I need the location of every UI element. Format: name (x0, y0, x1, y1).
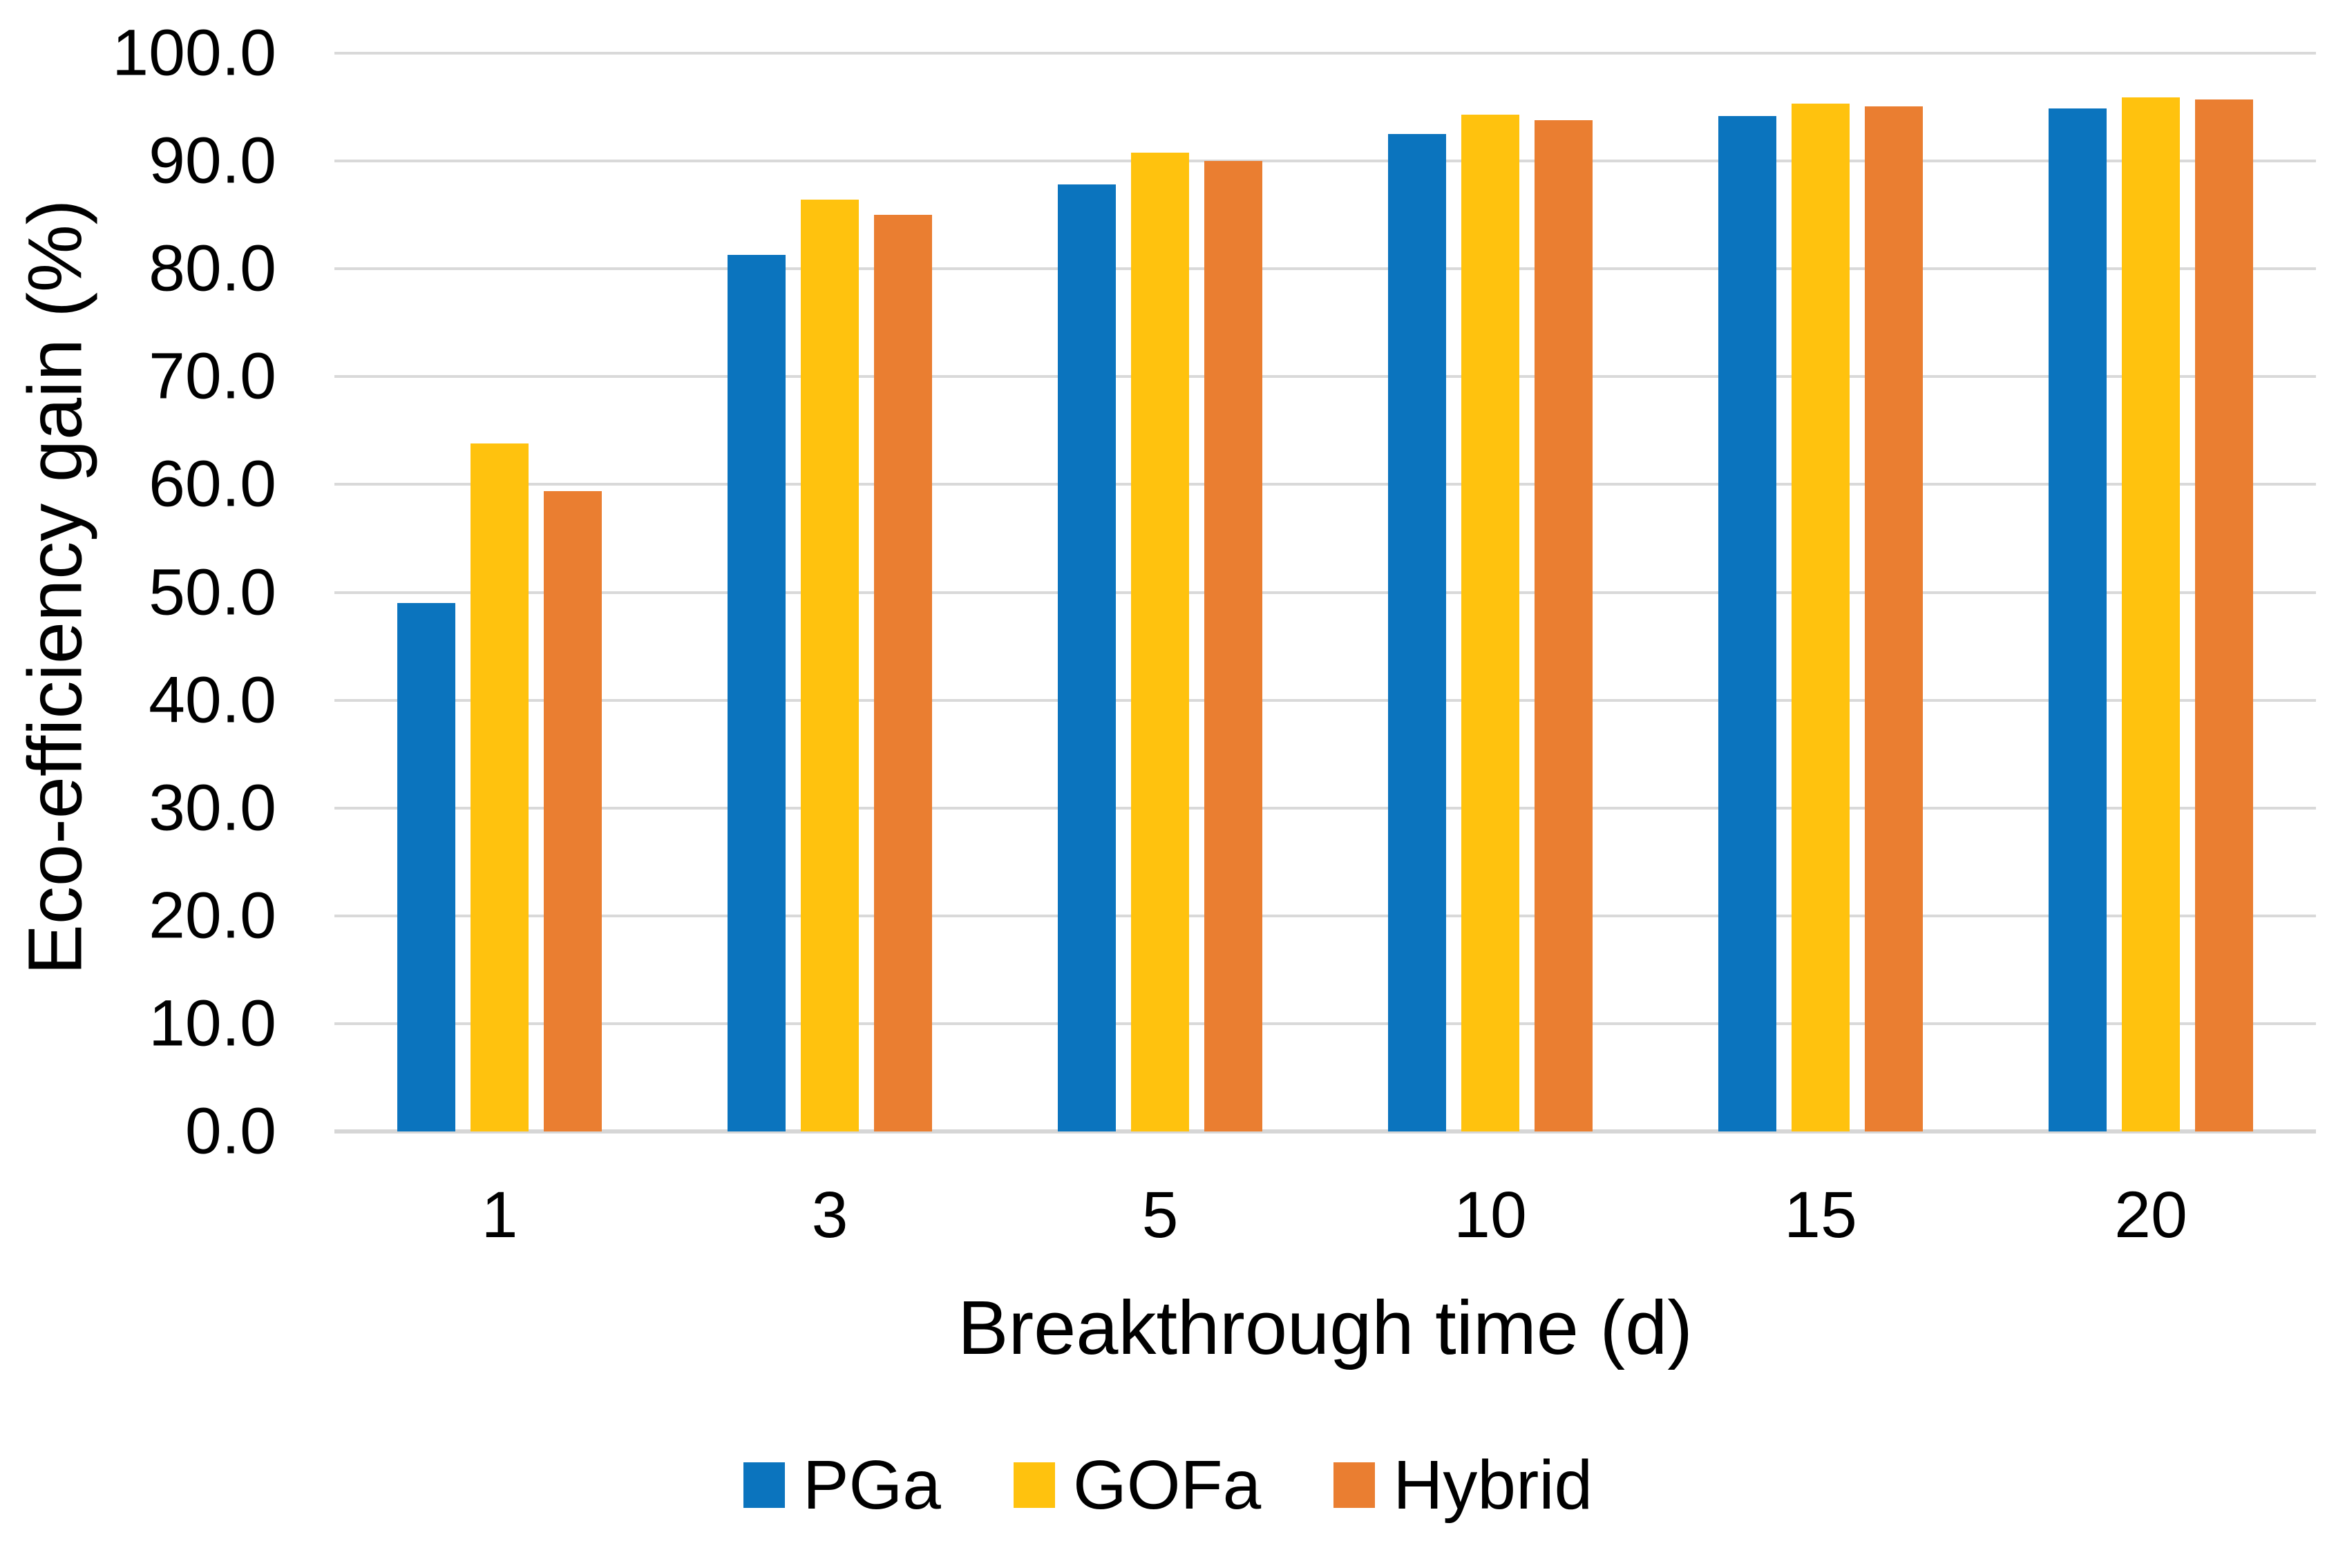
y-tick-label-20: 20.0 (149, 879, 276, 953)
bar-pga-x1 (397, 603, 455, 1131)
bars-layer (334, 53, 2316, 1131)
bar-group-5 (995, 53, 1325, 1131)
legend-item-pga: PGa (743, 1451, 941, 1520)
y-tick-label-70: 70.0 (149, 339, 276, 413)
legend-swatch-gofa (1013, 1462, 1055, 1508)
bar-hybrid-x15 (1865, 106, 1923, 1131)
y-tick-label-80: 80.0 (149, 231, 276, 305)
bar-group-3 (665, 53, 995, 1131)
bar-gofa-x1 (471, 443, 529, 1131)
x-tick-label-20: 20 (2114, 1178, 2187, 1252)
bar-hybrid-x5 (1204, 161, 1262, 1131)
bar-hybrid-x1 (544, 490, 602, 1131)
gridline-10 (334, 1022, 2316, 1025)
bar-pga-x15 (1718, 115, 1776, 1131)
y-axis-tick-labels: 0.0 10.0 20.0 30.0 40.0 50.0 60.0 70.0 80.0 90.0 1… (0, 20, 276, 1164)
x-tick-label-10: 10 (1454, 1178, 1527, 1252)
bar-gofa-x20 (2122, 97, 2180, 1131)
bar-gofa-x15 (1792, 104, 1850, 1131)
bar-gofa-x10 (1461, 114, 1519, 1131)
bar-hybrid-x3 (874, 215, 932, 1131)
x-tick-label-15: 15 (1784, 1178, 1857, 1252)
bar-hybrid-x20 (2195, 99, 2253, 1131)
bar-gofa-x5 (1131, 152, 1189, 1131)
legend-label-pga: PGa (802, 1446, 941, 1524)
bar-group-20 (1986, 53, 2316, 1131)
bar-pga-x20 (2049, 108, 2107, 1131)
gridline-90 (334, 160, 2316, 163)
y-tick-label-60: 60.0 (149, 447, 276, 521)
y-tick-label-40: 40.0 (149, 663, 276, 737)
bar-pga-x5 (1058, 184, 1116, 1131)
x-axis-baseline (334, 1129, 2316, 1134)
bar-group-10 (1325, 53, 1655, 1131)
gridline-60 (334, 483, 2316, 486)
gridline-40 (334, 698, 2316, 702)
legend-label-hybrid: Hybrid (1393, 1446, 1593, 1524)
gridline-100 (334, 52, 2316, 55)
plot-area (334, 52, 2316, 1134)
y-tick-label-10: 10.0 (149, 986, 276, 1060)
gridline-30 (334, 806, 2316, 810)
legend-item-hybrid: Hybrid (1333, 1451, 1593, 1520)
legend-swatch-pga (743, 1462, 785, 1508)
y-tick-label-0: 0.0 (184, 1094, 276, 1168)
legend: PGa GOFa Hybrid (0, 1451, 2336, 1520)
y-tick-label-100: 100.0 (112, 16, 276, 90)
x-axis-title: Breakthrough time (d) (958, 1285, 1693, 1370)
bar-hybrid-x10 (1535, 119, 1593, 1131)
bar-pga-x10 (1388, 134, 1446, 1131)
legend-item-gofa: GOFa (1013, 1446, 1262, 1524)
bar-group-15 (1655, 53, 1986, 1131)
x-tick-label-1: 1 (481, 1178, 518, 1252)
y-tick-label-50: 50.0 (149, 555, 276, 629)
legend-swatch-hybrid (1333, 1462, 1376, 1508)
y-tick-label-30: 30.0 (149, 771, 276, 845)
gridline-80 (334, 267, 2316, 271)
bar-pga-x3 (728, 254, 786, 1131)
bar-group-1 (334, 53, 665, 1131)
y-tick-label-90: 90.0 (149, 124, 276, 198)
x-tick-label-3: 3 (811, 1178, 848, 1252)
legend-label-gofa: GOFa (1072, 1446, 1262, 1524)
gridline-20 (334, 914, 2316, 917)
x-axis-tick-labels: 1 3 5 10 15 20 (334, 1183, 2316, 1248)
x-tick-label-5: 5 (1141, 1178, 1179, 1252)
bar-gofa-x3 (801, 200, 859, 1131)
gridline-70 (334, 375, 2316, 379)
gridline-50 (334, 591, 2316, 594)
